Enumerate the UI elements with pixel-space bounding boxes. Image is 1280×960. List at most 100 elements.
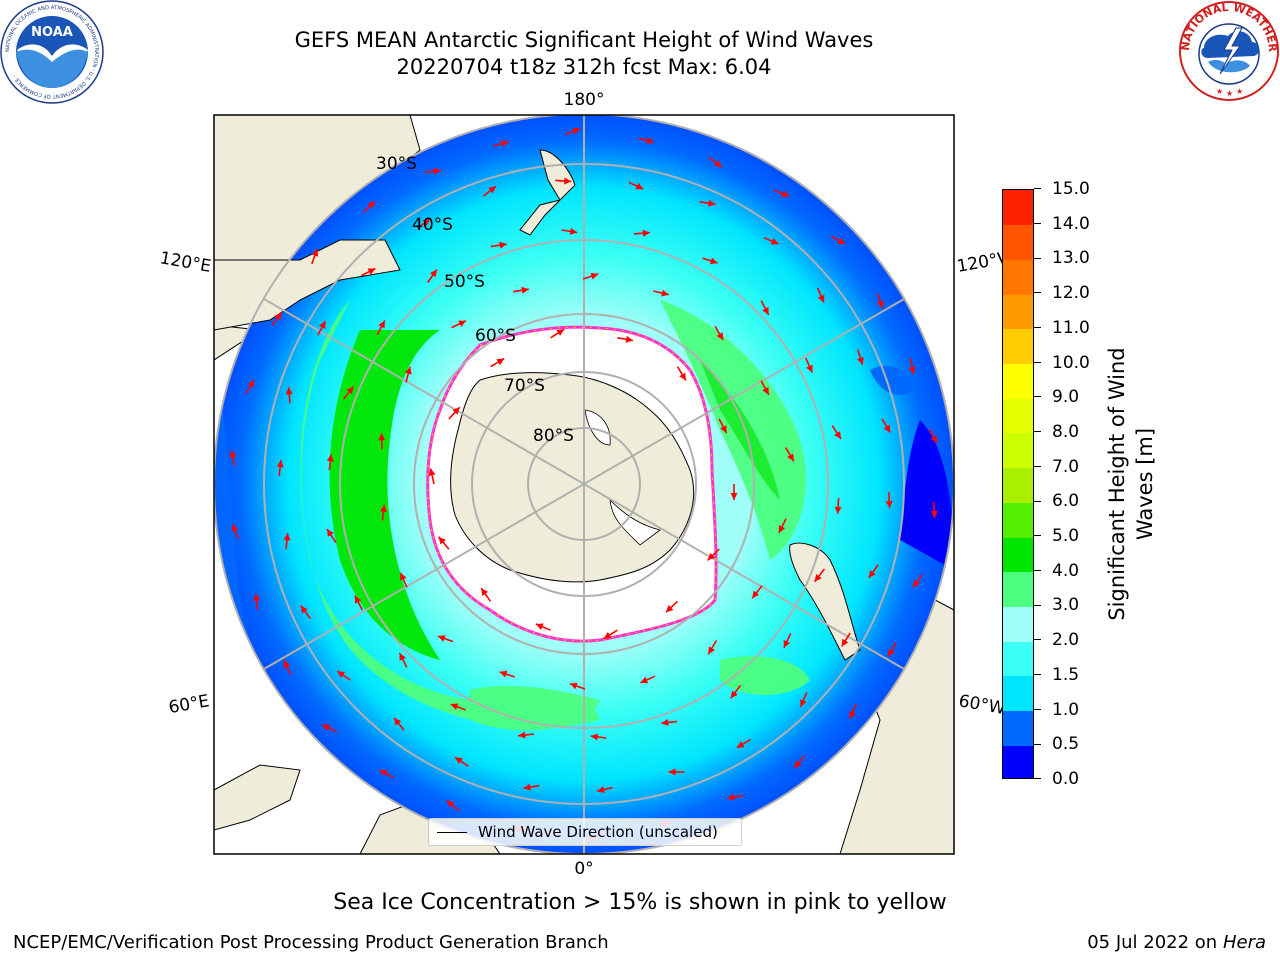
colorbar-segment bbox=[1003, 675, 1033, 712]
colorbar-segment bbox=[1003, 190, 1033, 226]
wave-direction-arrowhead bbox=[253, 593, 261, 601]
wave-direction-arrowhead bbox=[770, 238, 779, 245]
wave-direction-arrowhead bbox=[635, 182, 644, 190]
wave-direction-arrowhead bbox=[523, 783, 531, 791]
wave-direction-arrowhead bbox=[642, 229, 650, 237]
colorbar-tick bbox=[1034, 639, 1041, 641]
lat-label-50s: 50°S bbox=[444, 272, 485, 292]
wave-direction-arrowhead bbox=[378, 433, 386, 441]
colorbar-tick-label: 0.0 bbox=[1052, 769, 1080, 789]
wave-direction-arrowhead bbox=[285, 387, 293, 395]
svg-text:★: ★ bbox=[1216, 87, 1223, 96]
wave-direction-arrowhead bbox=[446, 800, 455, 808]
colorbar-tick bbox=[1034, 327, 1041, 329]
wave-direction-arrowhead bbox=[787, 453, 794, 462]
colorbar-label: Significant Height of Wind Waves [m] bbox=[1105, 347, 1157, 621]
wave-direction-arrowhead bbox=[857, 357, 864, 365]
colorbar-segment bbox=[1003, 467, 1033, 503]
wave-direction-arrowhead bbox=[625, 335, 634, 343]
wave-direction-arrowhead bbox=[458, 320, 466, 327]
wave-direction-arrowhead bbox=[834, 431, 841, 439]
wave-direction-arrowhead bbox=[535, 623, 544, 630]
wave-direction-arrowhead bbox=[597, 786, 605, 793]
wave-direction-arrowhead bbox=[913, 579, 920, 588]
colorbar-segment bbox=[1003, 710, 1033, 746]
wave-direction-arrowhead bbox=[730, 690, 738, 699]
wave-direction-arrowhead bbox=[806, 364, 813, 373]
wave-direction-arrowhead bbox=[300, 605, 308, 614]
wave-direction-arrowhead bbox=[841, 638, 849, 647]
colorbar-tick bbox=[1034, 604, 1041, 606]
legend-label: Wind Wave Direction (unscaled) bbox=[478, 823, 718, 841]
svg-text:★: ★ bbox=[1236, 87, 1243, 96]
map-frame bbox=[213, 114, 955, 855]
colorbar-segment bbox=[1003, 606, 1033, 642]
wave-direction-arrowhead bbox=[590, 733, 598, 741]
wave-direction-arrowhead bbox=[572, 127, 581, 135]
wave-direction-arrowhead bbox=[590, 272, 599, 280]
lon-label-120e: 120°E bbox=[158, 248, 212, 277]
colorbar-tick-label: 0.5 bbox=[1052, 734, 1080, 755]
colorbar-tick bbox=[1034, 570, 1041, 571]
host-name: Hera bbox=[1222, 932, 1266, 953]
high-wave-belt bbox=[300, 300, 810, 731]
wave-direction-arrowhead bbox=[762, 307, 769, 315]
colorbar-tick-label: 6.0 bbox=[1052, 491, 1080, 512]
wave-direction-arrowhead bbox=[481, 588, 489, 596]
wave-direction-arrowhead bbox=[367, 201, 376, 209]
wave-direction-arrowhead bbox=[452, 407, 460, 415]
colorbar-tick-label: 12.0 bbox=[1052, 283, 1090, 304]
noaa-logo: NATIONAL OCEANIC AND ATMOSPHERIC ADMINIS… bbox=[0, 0, 104, 104]
wave-direction-arrowhead bbox=[379, 769, 388, 777]
chart-title: GEFS MEAN Antarctic Significant Height o… bbox=[294, 28, 874, 52]
wave-direction-arrowhead bbox=[276, 460, 284, 468]
wave-direction-arrowhead bbox=[394, 717, 402, 726]
wave-direction-arrowhead bbox=[496, 358, 505, 366]
colorbar-tick bbox=[1034, 292, 1041, 294]
wave-direction-arrowhead bbox=[646, 137, 654, 144]
wave-direction-arrowhead bbox=[274, 312, 282, 321]
lat-label-80s: 80°S bbox=[533, 426, 574, 446]
wave-direction-arrowhead bbox=[231, 524, 239, 532]
colorbar-segment bbox=[1003, 571, 1033, 607]
graticule bbox=[214, 115, 954, 854]
colorbar-tick bbox=[1034, 188, 1041, 190]
wave-direction-arrowhead bbox=[762, 386, 769, 395]
wave-direction-arrowhead bbox=[569, 227, 578, 235]
wave-direction-arrowhead bbox=[885, 501, 893, 509]
colorbar-segment bbox=[1003, 259, 1033, 295]
wave-direction-arrowhead bbox=[716, 332, 724, 341]
colorbar-tick-label: 1.0 bbox=[1052, 699, 1080, 720]
wave-direction-arrowhead bbox=[930, 435, 937, 444]
wave-direction-arrowhead bbox=[450, 703, 459, 710]
wave-direction-arrowhead bbox=[518, 731, 526, 739]
wave-direction-arrowhead bbox=[883, 424, 891, 433]
wave-direction-arrowhead bbox=[499, 241, 507, 249]
legend-line-symbol bbox=[437, 832, 467, 833]
wave-direction-arrowhead bbox=[708, 646, 715, 655]
wave-direction-arrowhead bbox=[455, 757, 463, 764]
colorbar-tick bbox=[1034, 535, 1041, 537]
wave-direction-arrowhead bbox=[778, 525, 786, 533]
lat-label-60s: 60°S bbox=[475, 326, 516, 346]
wave-direction-arrowhead bbox=[380, 504, 387, 513]
wave-direction-arrowhead bbox=[707, 552, 716, 561]
svg-text:★: ★ bbox=[1226, 89, 1233, 98]
wave-direction-arrowhead bbox=[433, 167, 441, 175]
date-prefix: 05 Jul 2022 on bbox=[1087, 932, 1223, 953]
wave-direction-arrowhead bbox=[783, 640, 790, 648]
wave-direction-arrowhead bbox=[430, 269, 437, 278]
colorbar-segment bbox=[1003, 294, 1033, 330]
wave-direction-arrowhead bbox=[311, 248, 319, 257]
colorbar-tick-label: 10.0 bbox=[1052, 352, 1090, 373]
wave-direction-arrowhead bbox=[837, 237, 846, 245]
lat-label-40s: 40°S bbox=[412, 215, 453, 235]
wave-direction-arrowhead bbox=[569, 682, 578, 690]
wave-direction-arrowhead bbox=[668, 768, 676, 776]
wave-direction-arrowhead bbox=[354, 595, 362, 604]
wave-direction-arrowhead bbox=[709, 257, 718, 265]
wave-direction-arrowhead bbox=[817, 294, 825, 303]
wave-direction-arrowhead bbox=[752, 590, 760, 599]
wave-direction-arrowhead bbox=[679, 372, 686, 381]
wave-direction-arrowhead bbox=[640, 676, 649, 684]
